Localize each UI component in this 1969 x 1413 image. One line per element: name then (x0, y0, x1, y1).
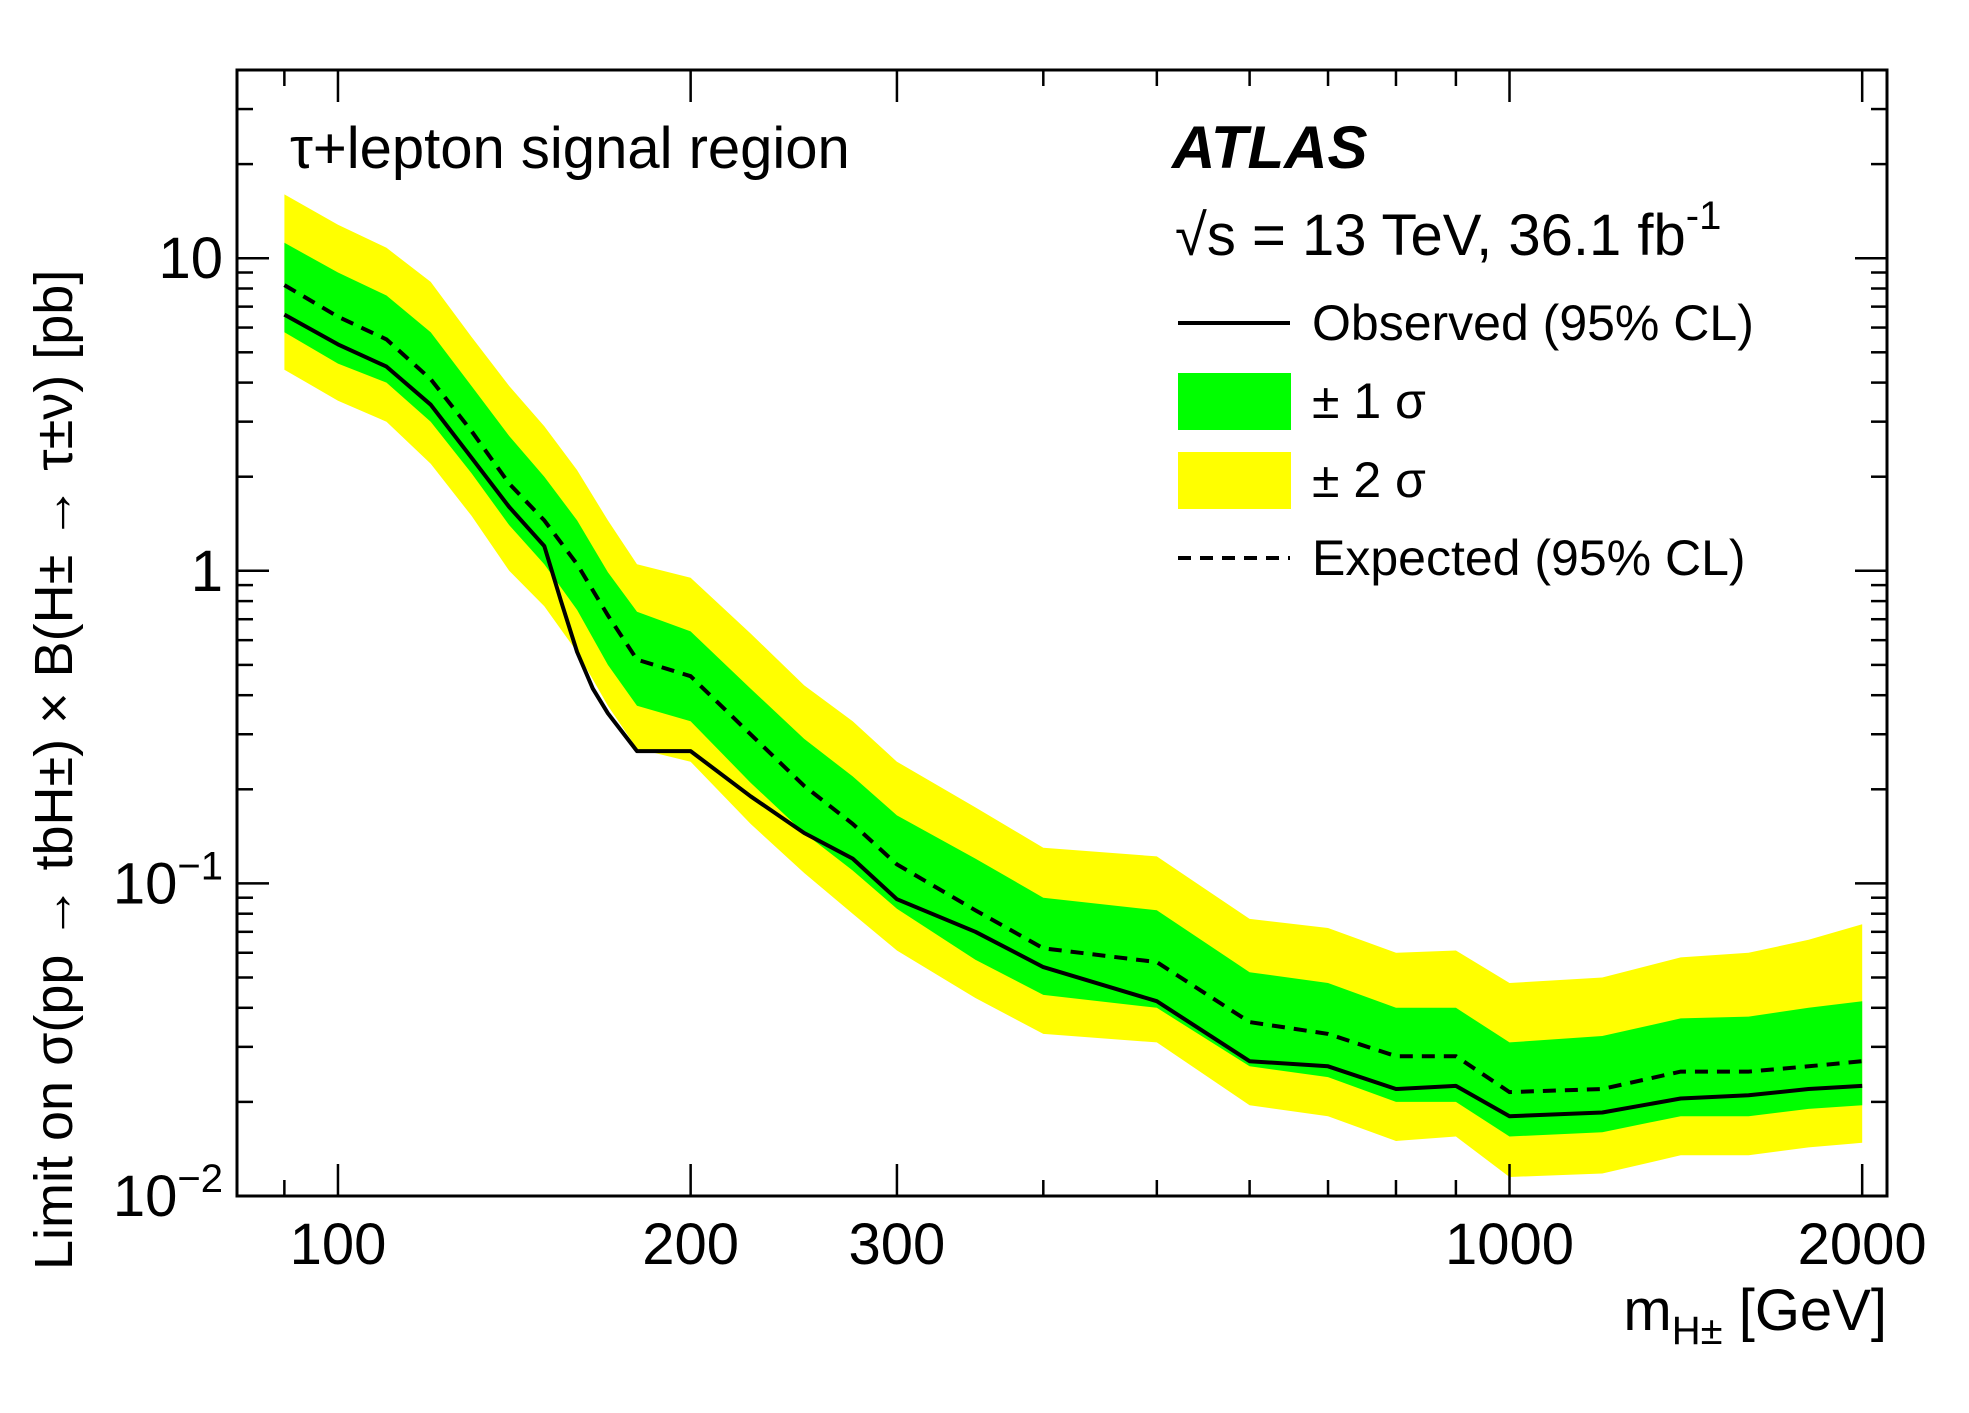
x-tick-label: 100 (290, 1212, 387, 1277)
y-tick-label: 10 (158, 226, 223, 291)
signal-region-label: τ+lepton signal region (290, 116, 850, 181)
x-tick-label: 300 (849, 1212, 946, 1277)
x-tick-label: 2000 (1798, 1212, 1927, 1277)
bands-layer (284, 194, 1863, 1177)
one-sigma-band (284, 242, 1863, 1137)
legend-two-sigma-swatch (1178, 452, 1291, 509)
x-tick-label: 200 (642, 1212, 739, 1277)
y-tick-label: 10−1 (113, 844, 223, 916)
plot-frame (235, 68, 1889, 1198)
axis-ticks: 100 200 300 1000 2000 10−2 10−1 1 10 (113, 68, 1927, 1277)
x-tick-label: 1000 (1445, 1212, 1574, 1277)
observed-limit-line (283, 312, 1863, 1119)
y-tick-label: 10−2 (113, 1157, 223, 1229)
x-axis-title: mH± [GeV] (1623, 1278, 1887, 1353)
atlas-label: ATLAS (1170, 114, 1368, 181)
legend-one-sigma-swatch (1178, 373, 1291, 430)
legend-expected-label: Expected (95% CL) (1312, 530, 1746, 586)
y-axis-title: Limit on σ(pp → tbH±) × B(H± → τ±ν) [pb] (24, 270, 84, 1270)
legend-two-sigma-label: ± 2 σ (1312, 452, 1426, 508)
legend-one-sigma-label: ± 1 σ (1312, 373, 1426, 429)
energy-lumi-label: √s = 13 TeV, 36.1 fb-1 (1175, 194, 1721, 268)
lines-layer (283, 283, 1863, 1119)
expected-limit-line (283, 283, 1863, 1095)
y-tick-label: 1 (191, 539, 223, 604)
legend-observed-label: Observed (95% CL) (1312, 295, 1754, 351)
legend: Observed (95% CL) ± 1 σ ± 2 σ Expected (… (1178, 295, 1754, 586)
